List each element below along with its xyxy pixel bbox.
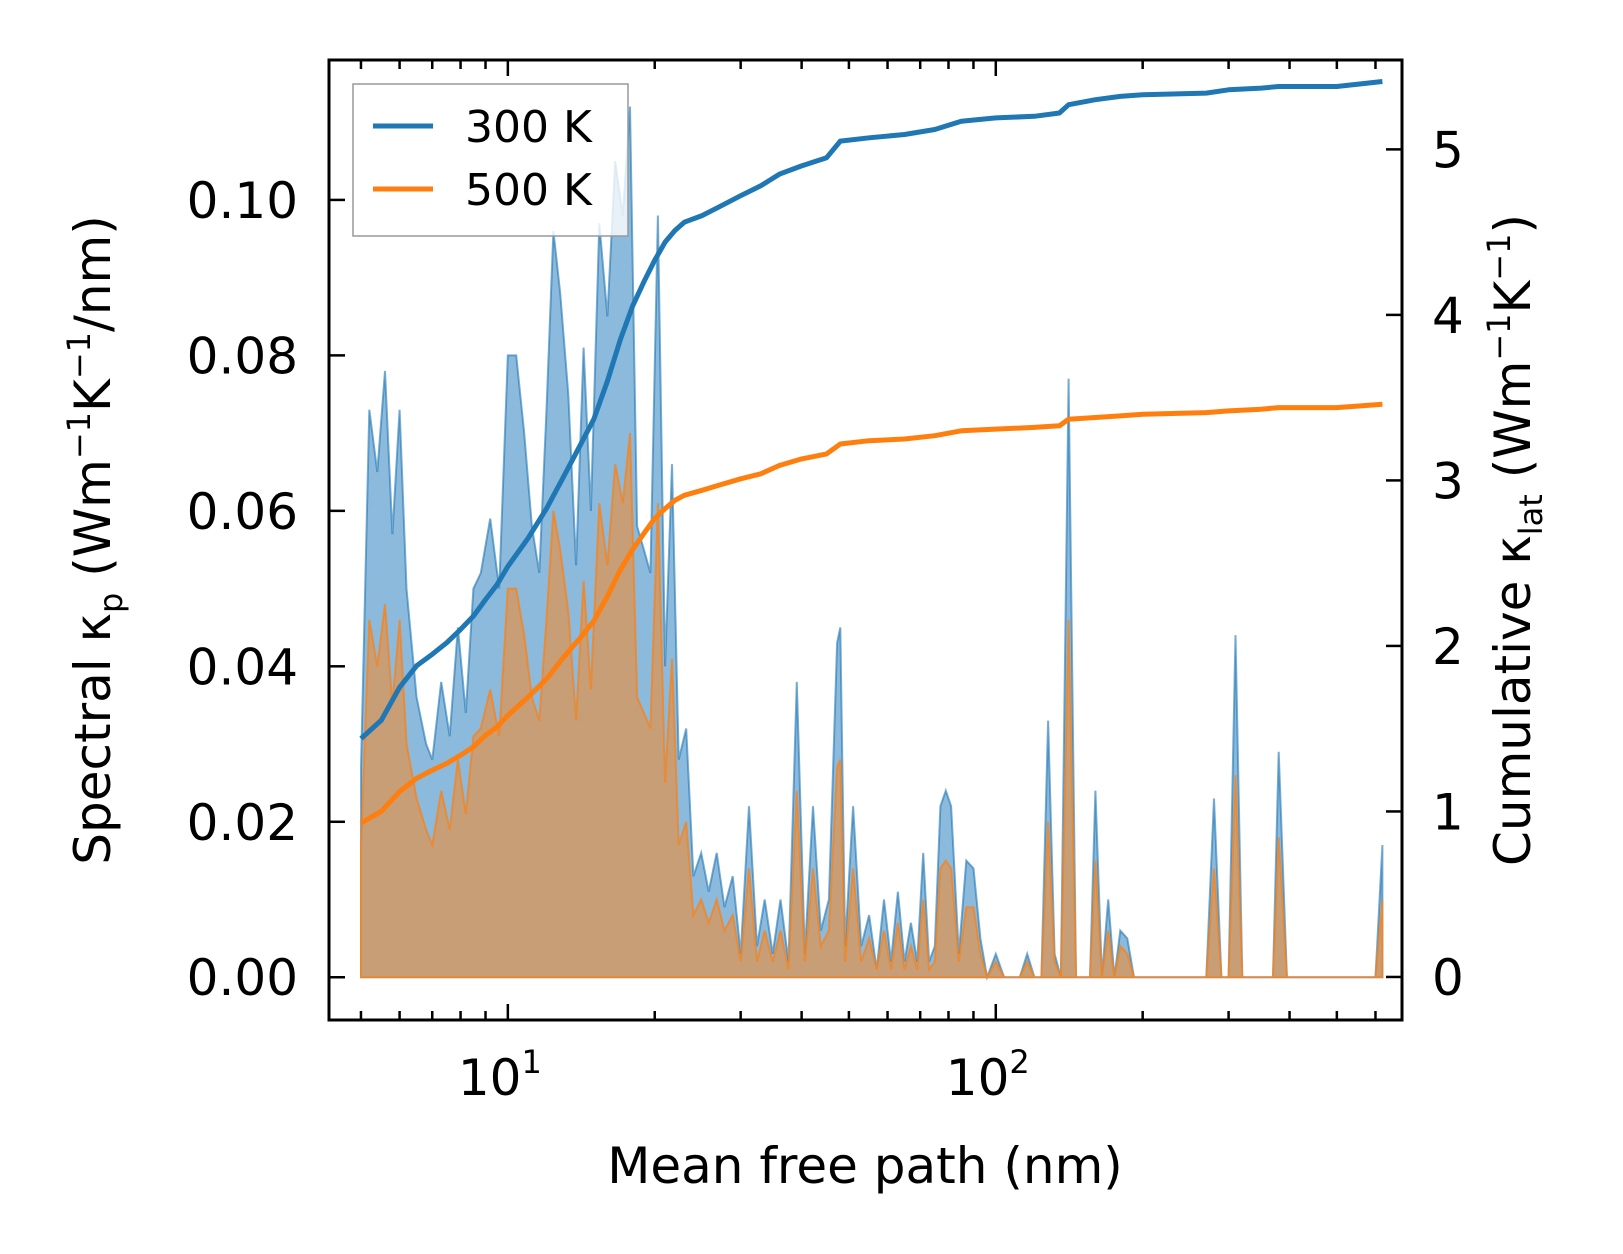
y-left-prefix: Spectral κ bbox=[64, 613, 122, 865]
y-right-tick-label: 1 bbox=[1432, 783, 1464, 841]
y-left-tick-label: 0.02 bbox=[187, 794, 298, 852]
y-left-tick-label: 0.08 bbox=[187, 327, 298, 385]
plot-frame bbox=[327, 58, 1404, 1022]
x-tick-label: 102 bbox=[946, 1043, 1030, 1107]
cumulative-line-500k bbox=[359, 401, 1383, 826]
y-left-tick-label: 0.00 bbox=[187, 949, 298, 1007]
y-right-tick-label: 4 bbox=[1432, 287, 1464, 345]
y-left-tick-label: 0.06 bbox=[187, 483, 298, 541]
y-left-sup1: −1 bbox=[60, 412, 98, 459]
axis-ticks bbox=[329, 60, 1402, 1020]
spectral-area-500k bbox=[360, 432, 1384, 980]
cumulative-lines bbox=[359, 79, 1383, 826]
x-tick-exp: 1 bbox=[521, 1043, 541, 1081]
y-left-sub: p bbox=[92, 593, 130, 613]
y-left-tick-label: 0.04 bbox=[187, 638, 298, 696]
y-left-suffix: /nm) bbox=[64, 215, 122, 332]
x-tick-base: 10 bbox=[458, 1049, 522, 1107]
spectral-fills bbox=[360, 106, 1384, 982]
y-right-mid: (Wm bbox=[1484, 361, 1542, 495]
y-right-tick-label: 3 bbox=[1432, 452, 1464, 510]
legend-label-500k: 500 K bbox=[465, 165, 593, 216]
y-right-sup1: −1 bbox=[1480, 313, 1518, 360]
legend-label-300k: 300 K bbox=[465, 102, 593, 153]
y-right-sub: lat bbox=[1512, 494, 1550, 535]
cumulative-line-300k bbox=[359, 79, 1383, 741]
y-axis-title-left: Spectral κp (Wm−1K−1/nm) bbox=[60, 215, 130, 865]
y-axis-title-right: Cumulative κlat (Wm−1K−1) bbox=[1480, 214, 1550, 866]
x-tick-exp: 2 bbox=[1009, 1043, 1029, 1081]
x-tick-label: 101 bbox=[458, 1043, 542, 1107]
y-left-mid: (Wm bbox=[64, 459, 122, 593]
y-right-suffix: ) bbox=[1484, 214, 1542, 234]
y-right-tick-label: 0 bbox=[1432, 949, 1464, 1007]
y-right-tick-label: 5 bbox=[1432, 121, 1464, 179]
x-axis-title: Mean free path (nm) bbox=[607, 1137, 1123, 1195]
y-left-sup2: −1 bbox=[60, 332, 98, 379]
y-right-prefix: Cumulative κ bbox=[1484, 535, 1542, 866]
x-tick-base: 10 bbox=[946, 1049, 1010, 1107]
y-right-tick-label: 2 bbox=[1432, 618, 1464, 676]
y-right-mid2: K bbox=[1484, 279, 1542, 313]
legend-box bbox=[352, 83, 629, 237]
y-left-mid2: K bbox=[64, 378, 122, 412]
y-right-sup2: −1 bbox=[1480, 234, 1518, 281]
legend: 300 K 500 K bbox=[352, 83, 629, 237]
y-left-tick-label: 0.10 bbox=[187, 172, 298, 230]
